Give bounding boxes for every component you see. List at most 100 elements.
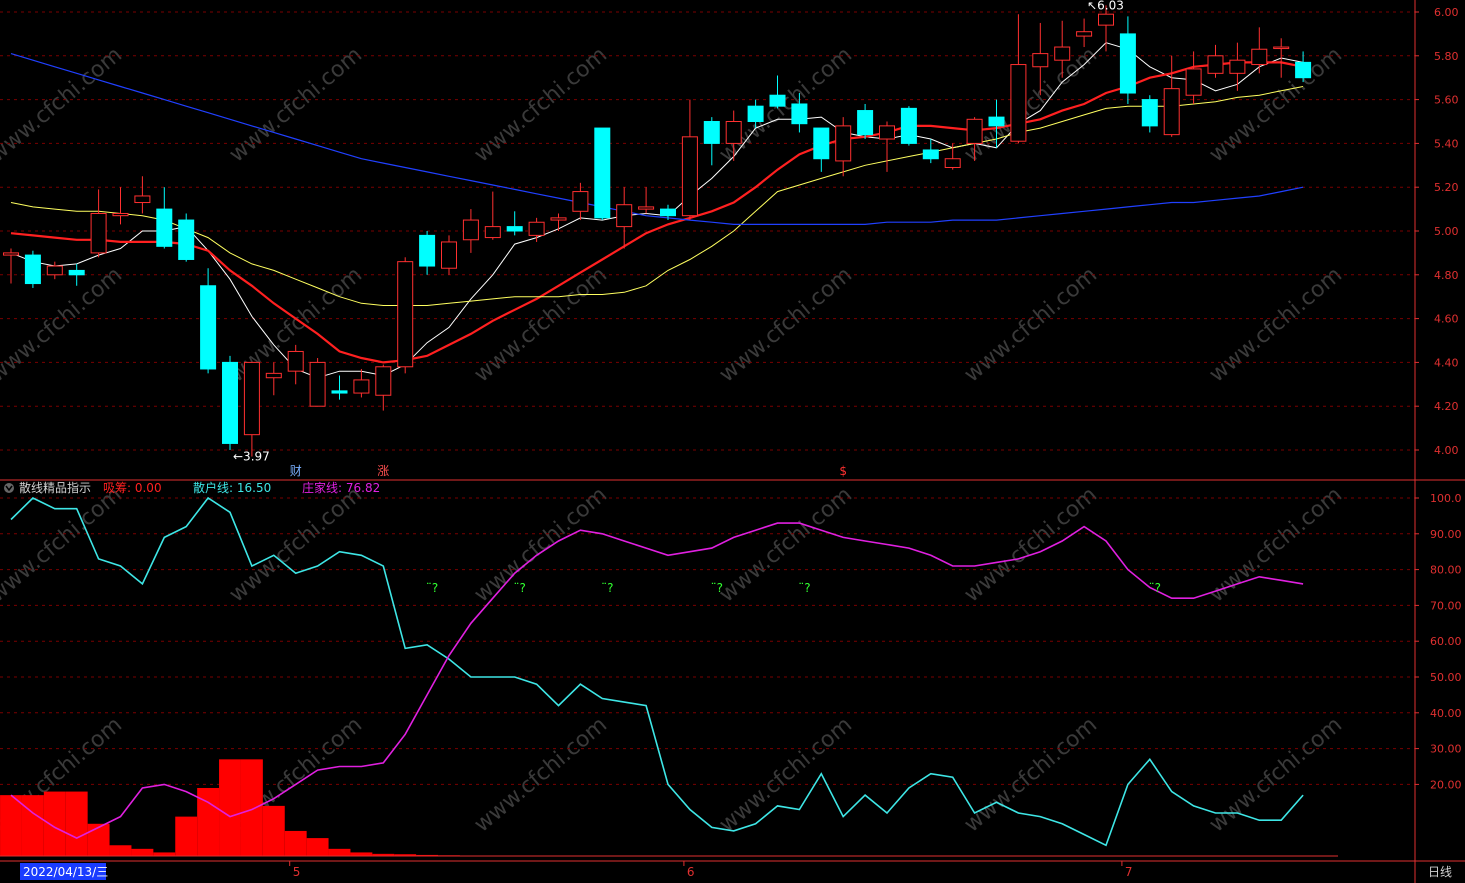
absorb-bar (131, 848, 154, 856)
absorb-bar (328, 848, 351, 856)
candle-body (528, 221, 545, 236)
candle-body (287, 350, 304, 372)
candle (134, 176, 151, 214)
candle-body (375, 366, 392, 396)
candle (1185, 51, 1202, 104)
date-label: 2022/04/13/三 (23, 865, 108, 879)
price-tick-label: 5.00 (1434, 225, 1459, 238)
price-annotation: ↖6.03 (1087, 0, 1124, 12)
candle (1098, 5, 1114, 52)
candle (988, 99, 1005, 148)
candle (112, 187, 129, 225)
candle-body (725, 121, 742, 144)
candle (1010, 14, 1027, 144)
candle (46, 261, 63, 280)
candle (484, 191, 501, 240)
indicator-value: 散户线: 16.50 (193, 480, 271, 495)
candle-body (1010, 64, 1027, 142)
price-tick-label: 4.40 (1434, 356, 1459, 369)
indicator-value: 吸筹: 0.00 (103, 481, 162, 495)
signal-marks: ¨? ¨? ¨? ¨? ¨? ¨? (426, 581, 1161, 595)
absorb-bar (262, 805, 285, 856)
price-tick-label: 5.20 (1434, 181, 1459, 194)
candle (1207, 44, 1224, 78)
candle (222, 355, 238, 450)
candle-body (46, 265, 63, 276)
price-tick-label: 4.80 (1434, 269, 1459, 282)
candle (1295, 51, 1312, 83)
absorb-bar (306, 838, 329, 856)
indicator-toggle-icon (4, 483, 14, 493)
absorb-bar (240, 759, 263, 856)
candle (24, 250, 41, 288)
candle-body (879, 125, 895, 140)
indicator-tick-label: 100.0 (1430, 492, 1462, 505)
candle-body (68, 269, 85, 276)
candle-body (703, 121, 720, 144)
absorb-bar (87, 823, 110, 856)
indicator-lines (10, 496, 1304, 847)
candle (550, 213, 567, 231)
absorb-bar (43, 791, 66, 856)
candle-body (1229, 59, 1246, 74)
candle (309, 358, 326, 407)
candle (375, 364, 392, 411)
absorb-bar (21, 795, 44, 856)
indicator-tick-label: 40.00 (1430, 707, 1462, 720)
date-cursor-box (20, 863, 106, 880)
absorb-bar (416, 854, 439, 856)
candle (1141, 95, 1158, 133)
candle-body (265, 372, 282, 379)
candle (1076, 18, 1093, 48)
price-tick-label: 6.00 (1434, 6, 1459, 19)
indicator-tick-label: 30.00 (1430, 743, 1462, 756)
signal-mark: ¨? (601, 581, 613, 595)
candle-body (462, 219, 479, 241)
absorb-bar (372, 853, 395, 856)
candle-body (1295, 61, 1312, 79)
candle (747, 99, 764, 129)
candle (528, 217, 545, 242)
retail-line (10, 496, 1304, 847)
event-marker: $ (839, 464, 847, 478)
candle (572, 182, 589, 221)
absorb-bar (284, 830, 307, 856)
candle-body (835, 125, 852, 162)
candle-body (112, 212, 129, 217)
candle-body (638, 206, 655, 210)
candle (638, 187, 655, 214)
candle-body (309, 361, 326, 407)
candle (791, 93, 808, 133)
moving-average-lines (10, 42, 1304, 379)
ma5-line (10, 42, 1304, 379)
candle-body (24, 254, 41, 285)
candle-body (747, 105, 764, 122)
candle (857, 103, 874, 140)
candle (1163, 55, 1180, 137)
chevron-down-icon (5, 485, 13, 492)
candle-body (1251, 48, 1268, 66)
grid-layer (0, 11, 1415, 785)
candle-body (572, 191, 589, 212)
candle (441, 235, 457, 275)
candlestick-series (3, 5, 1312, 457)
absorb-histogram (0, 759, 504, 856)
candle (944, 143, 961, 170)
candle (1273, 38, 1290, 78)
candle-body (134, 195, 151, 204)
candle-body (594, 127, 611, 219)
candle-body (769, 94, 786, 107)
signal-mark: ¨? (1149, 581, 1161, 595)
candle (68, 263, 85, 286)
month-label: 6 (687, 865, 695, 879)
candle-body (922, 149, 939, 160)
signal-mark: ¨? (711, 581, 723, 595)
candle (966, 117, 983, 161)
absorb-bar (175, 816, 198, 856)
candle (1229, 42, 1246, 91)
candle (90, 189, 107, 258)
indicator-tick-label: 70.00 (1430, 599, 1462, 612)
candle (900, 106, 917, 146)
